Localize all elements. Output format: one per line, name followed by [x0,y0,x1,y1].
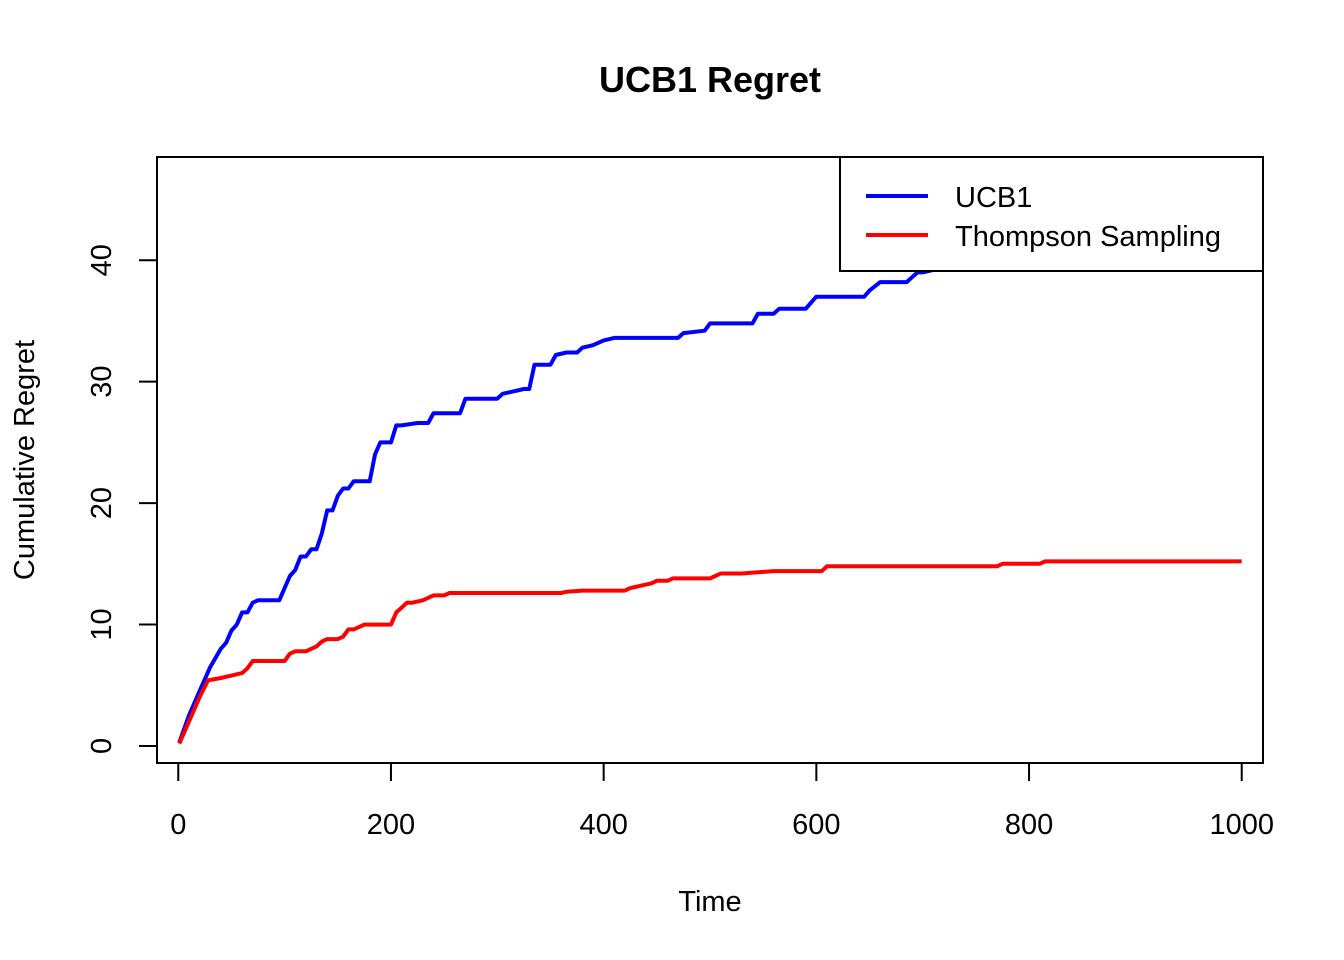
y-tick-label: 20 [86,487,118,519]
chart-title: UCB1 Regret [599,59,821,100]
x-tick-label: 0 [170,809,186,841]
plot-lines [177,230,1242,745]
y-axis: 0 10 20 30 40 [86,244,158,754]
legend-label-ucb1: UCB1 [955,182,1032,214]
series-line-ucb1 [177,230,1242,744]
legend-label-thompson-sampling: Thompson Sampling [955,221,1221,253]
x-tick-label: 800 [1005,809,1053,841]
legend: UCB1 Thompson Sampling [839,156,1264,272]
x-tick-label: 600 [792,809,840,841]
x-axis: 0 200 400 600 800 1000 [170,762,1274,841]
x-tick-label: 200 [367,809,415,841]
legend-box [839,156,1264,272]
y-tick-label: 10 [86,608,118,640]
x-tick-label: 1000 [1209,809,1274,841]
y-tick-label: 30 [86,366,118,398]
y-tick-label: 40 [86,244,118,276]
x-axis-label: Time [678,886,741,918]
y-tick-label: 0 [86,738,118,754]
series-line-thompson-sampling [177,559,1242,745]
y-axis-label: Cumulative Regret [9,340,41,580]
x-tick-label: 400 [579,809,627,841]
